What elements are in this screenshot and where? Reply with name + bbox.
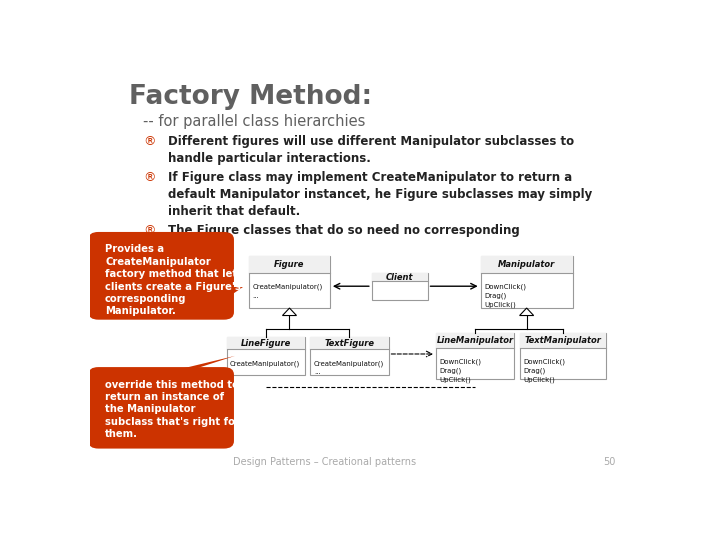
Text: Drag(): Drag() — [439, 368, 462, 374]
FancyBboxPatch shape — [481, 256, 572, 308]
Text: If Figure class may implement CreateManipulator to return a
default Manipulator : If Figure class may implement CreateMani… — [168, 171, 593, 218]
Text: LineManipulator: LineManipulator — [436, 336, 513, 345]
Text: ...: ... — [253, 293, 259, 299]
FancyBboxPatch shape — [481, 256, 572, 273]
Text: Factory Method:: Factory Method: — [129, 84, 372, 110]
Text: ®: ® — [143, 171, 156, 184]
Text: CreateManipulator(): CreateManipulator() — [253, 284, 323, 291]
Text: ®: ® — [143, 136, 156, 148]
FancyBboxPatch shape — [89, 367, 234, 449]
Text: The Figure classes that do so need no corresponding: The Figure classes that do so need no co… — [168, 224, 520, 237]
FancyBboxPatch shape — [227, 337, 305, 349]
Text: override this method to
return an instance of
the Manipulator
subclass that's ri: override this method to return an instan… — [105, 380, 240, 439]
Text: DownClick(): DownClick() — [523, 359, 565, 366]
Text: LineFigure: LineFigure — [240, 339, 291, 348]
FancyBboxPatch shape — [520, 333, 606, 379]
Text: UpClick(): UpClick() — [484, 301, 516, 308]
Text: TextFigure: TextFigure — [325, 339, 374, 348]
Text: Drag(): Drag() — [523, 368, 545, 374]
FancyBboxPatch shape — [249, 256, 330, 273]
Text: DownClick(): DownClick() — [439, 359, 481, 366]
FancyBboxPatch shape — [372, 273, 428, 281]
Text: Drag(): Drag() — [484, 293, 506, 299]
Text: UpClick(): UpClick() — [523, 376, 554, 383]
FancyBboxPatch shape — [89, 232, 234, 320]
FancyBboxPatch shape — [436, 333, 514, 379]
Text: CreateManipulator(): CreateManipulator() — [230, 360, 300, 367]
FancyBboxPatch shape — [249, 256, 330, 308]
Text: DownClick(): DownClick() — [484, 284, 526, 291]
FancyBboxPatch shape — [436, 333, 514, 348]
Text: Figure: Figure — [274, 260, 305, 269]
Text: Different figures will use different Manipulator subclasses to
handle particular: Different figures will use different Man… — [168, 136, 575, 165]
Text: TextManipulator: TextManipulator — [524, 336, 601, 345]
Text: 50: 50 — [603, 457, 615, 467]
FancyBboxPatch shape — [227, 337, 305, 375]
Text: Design Patterns – Creational patterns: Design Patterns – Creational patterns — [233, 457, 416, 467]
FancyBboxPatch shape — [520, 333, 606, 348]
Text: UpClick(): UpClick() — [439, 376, 471, 383]
Polygon shape — [218, 287, 243, 304]
Text: -- for parallel class hierarchies: -- for parallel class hierarchies — [143, 114, 365, 129]
Text: ®: ® — [143, 224, 156, 237]
FancyBboxPatch shape — [372, 273, 428, 300]
FancyBboxPatch shape — [310, 337, 389, 375]
Polygon shape — [158, 356, 235, 375]
Text: Manipulator: Manipulator — [498, 260, 555, 269]
Text: ...: ... — [314, 369, 320, 375]
Text: CreateManipulator(): CreateManipulator() — [314, 360, 384, 367]
Text: Provides a
CreateManipulator
factory method that lets
clients create a Figure's
: Provides a CreateManipulator factory met… — [105, 245, 243, 316]
FancyBboxPatch shape — [310, 337, 389, 349]
Text: Client: Client — [386, 273, 413, 281]
